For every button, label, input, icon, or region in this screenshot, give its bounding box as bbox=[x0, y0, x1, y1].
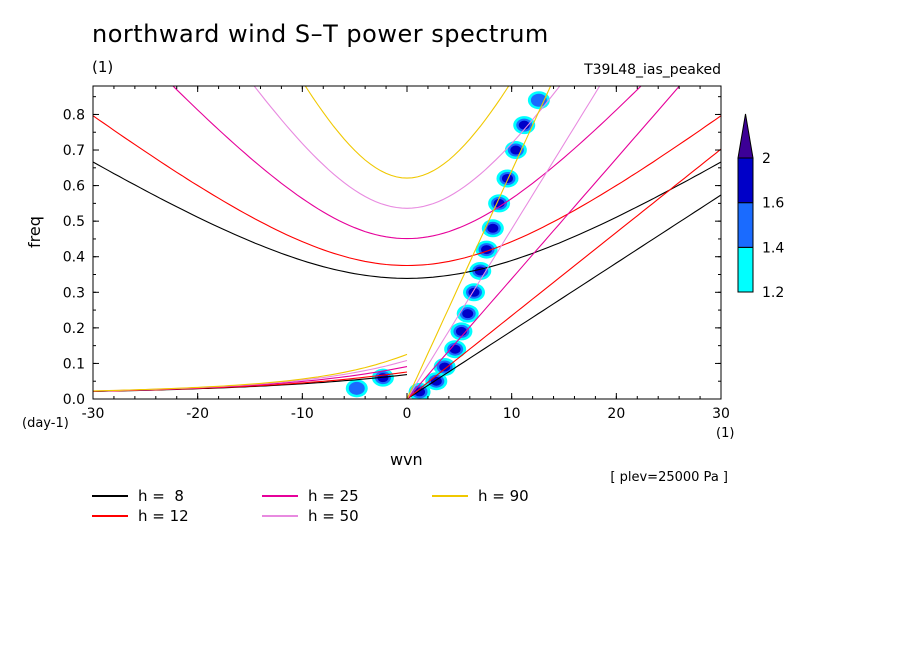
legend-swatch bbox=[92, 515, 128, 517]
colorbar-label: 1.4 bbox=[762, 240, 784, 256]
legend-label: h = 50 bbox=[308, 507, 359, 525]
x-axis-unit: (1) bbox=[716, 426, 735, 441]
legend-label: h = 12 bbox=[138, 507, 189, 525]
spectral-contour-core bbox=[449, 344, 461, 354]
pressure-level-annotation: [ plev=25000 Pa ] bbox=[610, 470, 728, 485]
y-tick-label: 0.0 bbox=[63, 392, 85, 408]
spectral-contour-core bbox=[439, 362, 451, 372]
legend-label: h = 25 bbox=[308, 487, 359, 505]
experiment-name: T39L48_ias_peaked bbox=[584, 62, 721, 78]
x-axis-label: wvn bbox=[390, 450, 423, 469]
spectral-contour-core bbox=[533, 95, 545, 105]
x-tick-label: -20 bbox=[186, 406, 209, 422]
y-tick-label: 0.5 bbox=[63, 214, 85, 230]
legend-swatch bbox=[432, 495, 468, 497]
y-tick-label: 0.8 bbox=[63, 107, 85, 123]
colorbar-extension bbox=[737, 113, 754, 159]
spectral-contour-core bbox=[351, 383, 363, 393]
chart-title: northward wind S–T power spectrum bbox=[92, 20, 549, 48]
spectral-contour-core bbox=[487, 223, 499, 233]
dispersion-curve-ig bbox=[304, 86, 510, 179]
x-tick-label: -10 bbox=[291, 406, 314, 422]
colorbar-box bbox=[737, 246, 754, 293]
colorbar-box bbox=[737, 202, 754, 248]
y-tick-label: 0.3 bbox=[63, 285, 85, 301]
dispersion-curve-kelvin bbox=[406, 194, 721, 399]
legend-label: h = 8 bbox=[138, 487, 184, 505]
dispersion-curve-kelvin bbox=[406, 148, 721, 399]
dispersion-curve-mrg bbox=[93, 353, 408, 392]
y-tick-label: 0.2 bbox=[63, 321, 85, 337]
y-tick-label: 0.7 bbox=[63, 143, 85, 159]
dispersion-curve-kelvin bbox=[406, 86, 681, 399]
dispersion-curve-kelvin bbox=[406, 86, 601, 399]
dispersion-curve-kelvin bbox=[406, 86, 552, 399]
legend-swatch bbox=[262, 495, 298, 497]
legend-label: h = 90 bbox=[478, 487, 529, 505]
title-unit: (1) bbox=[92, 58, 114, 76]
y-tick-label: 0.4 bbox=[63, 250, 85, 266]
plot-area: -30 -20 -10 0 10 20 30 0.0 0.1 0.2 0.3 0.4 0.5 0.6 0.7… bbox=[63, 85, 730, 422]
legend-swatch bbox=[262, 515, 298, 517]
spectral-contour-core bbox=[501, 173, 513, 183]
plot-frame bbox=[92, 85, 722, 400]
y-tick-label: 0.1 bbox=[63, 356, 85, 372]
colorbar-label: 2 bbox=[762, 151, 771, 167]
x-tick-label: 30 bbox=[712, 406, 730, 422]
y-axis-label: freq bbox=[25, 216, 44, 248]
spectral-contour-core bbox=[462, 309, 474, 319]
x-tick-label: 20 bbox=[607, 406, 625, 422]
dispersion-curve-ig bbox=[172, 86, 642, 240]
dispersion-curve-ig bbox=[253, 86, 561, 209]
plot-inner bbox=[93, 86, 721, 399]
colorbar-label: 1.2 bbox=[762, 285, 784, 301]
legend-swatch bbox=[92, 495, 128, 497]
x-tick-label: 0 bbox=[403, 406, 412, 422]
y-tick-label: 0.6 bbox=[63, 179, 85, 195]
y-axis-unit: (day-1) bbox=[22, 416, 69, 431]
spectral-contour-core bbox=[430, 376, 442, 386]
x-tick-label: -30 bbox=[82, 406, 105, 422]
colorbar-box bbox=[737, 157, 754, 204]
x-tick-label: 10 bbox=[503, 406, 521, 422]
spectral-contour-core bbox=[518, 120, 530, 130]
colorbar: 1.2 1.4 1.6 2 bbox=[737, 113, 784, 301]
colorbar-label: 1.6 bbox=[762, 196, 784, 212]
dispersion-curve-ig bbox=[93, 115, 721, 267]
dispersion-curve-ig bbox=[93, 161, 721, 279]
spectral-contour-core bbox=[510, 145, 522, 155]
